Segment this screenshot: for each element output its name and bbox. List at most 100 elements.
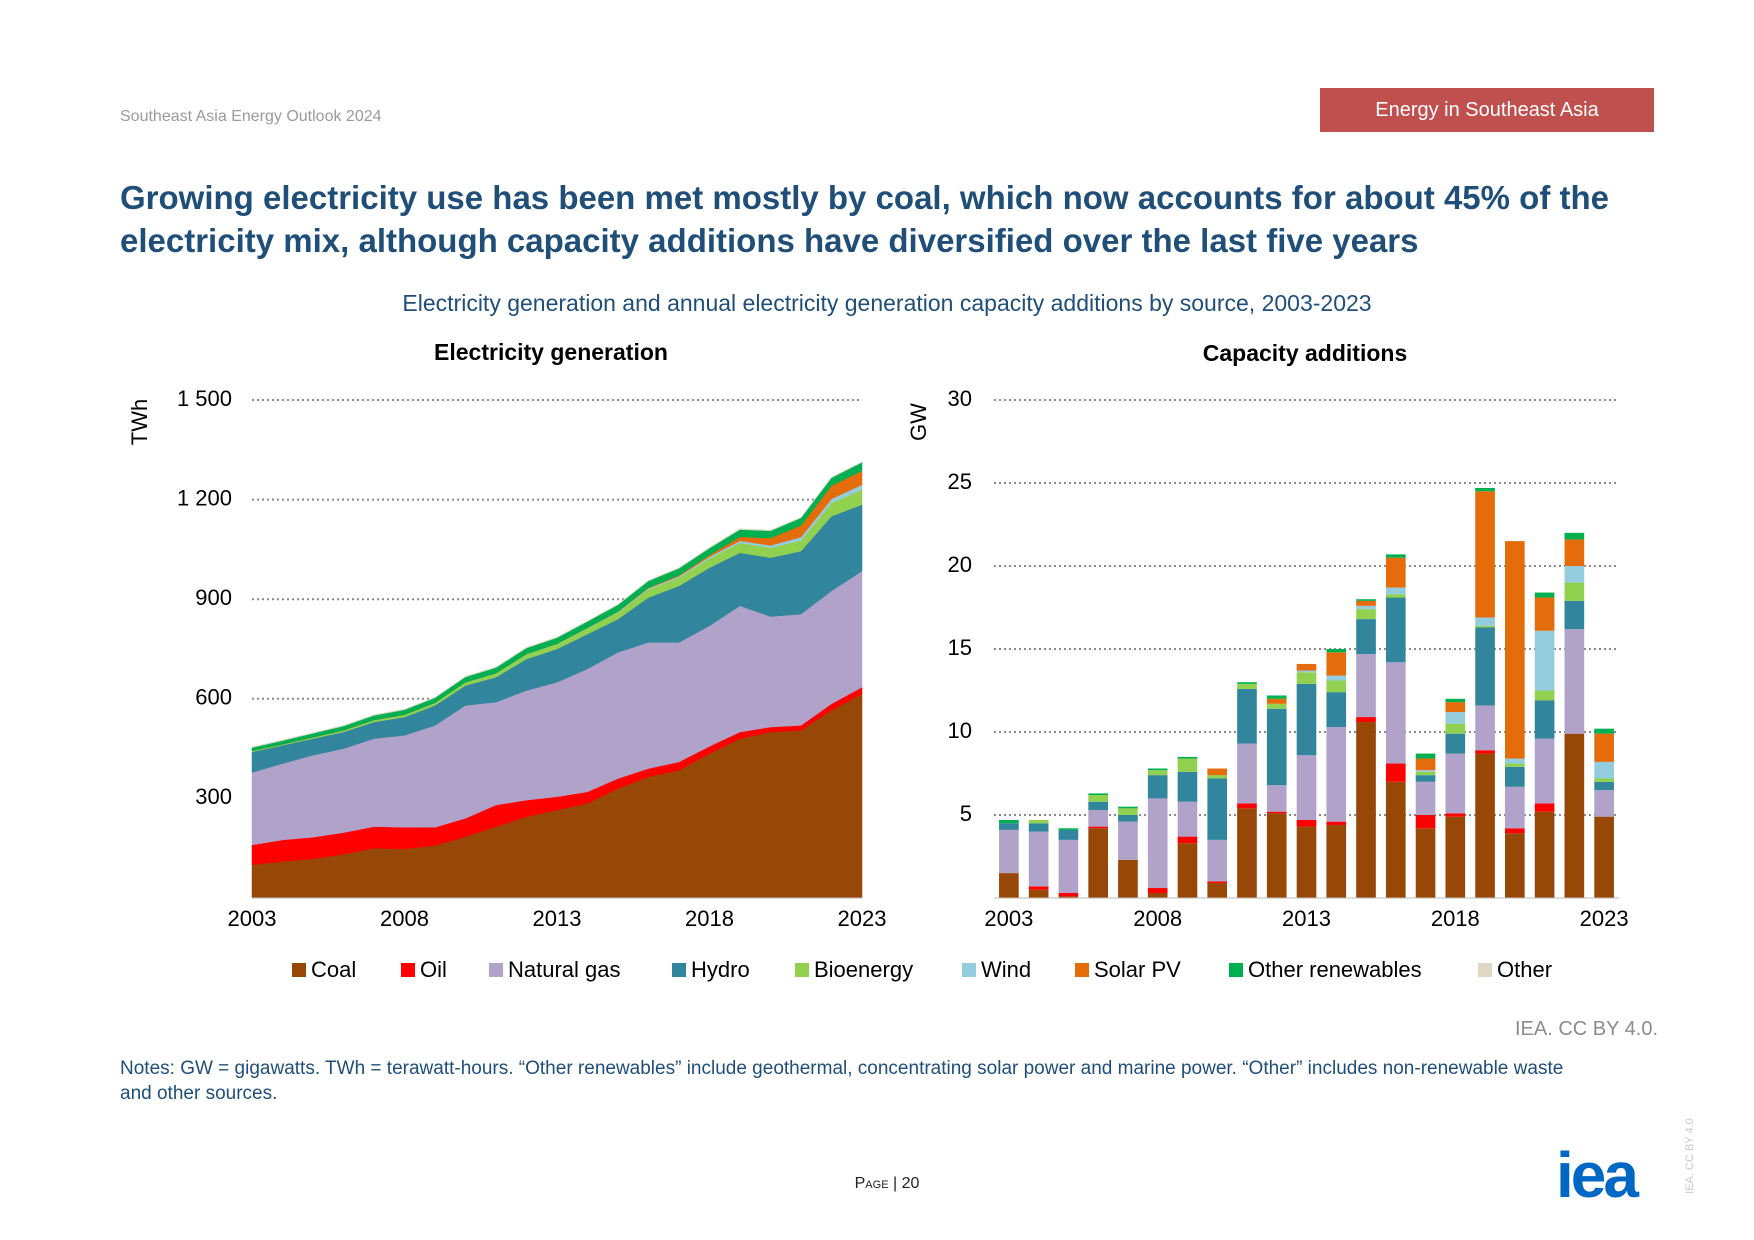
- legend-label: Solar PV: [1094, 957, 1181, 982]
- bar-segment: [1207, 883, 1228, 898]
- bar-segment: [1534, 592, 1555, 598]
- legend-label: Oil: [420, 957, 447, 982]
- bar-segment: [1147, 893, 1168, 898]
- bar-segment: [1475, 705, 1495, 751]
- bar-segment: [1415, 770, 1436, 772]
- bar-segment: [1296, 663, 1317, 671]
- bar-segment: [1266, 703, 1287, 709]
- page-number: Page | 20: [854, 1175, 920, 1192]
- bar-segment: [1445, 813, 1466, 817]
- legend-swatch: [401, 963, 415, 977]
- bar-segment: [1296, 683, 1317, 756]
- side-credit: IEA. CC BY 4.0: [1684, 1118, 1696, 1194]
- bar-segment: [1028, 886, 1049, 890]
- y-tick-label: 1 500: [177, 386, 232, 411]
- section-badge: Energy in Southeast Asia: [1320, 88, 1654, 132]
- bar-segment: [1058, 828, 1079, 830]
- bar-segment: [1594, 790, 1614, 817]
- bar-segment: [1445, 712, 1466, 724]
- bar-segment: [1088, 810, 1108, 827]
- x-tick-label: 2013: [533, 906, 582, 931]
- bar-segment: [1266, 698, 1287, 704]
- bar-segment: [1534, 597, 1555, 631]
- bar-segment: [1475, 753, 1495, 898]
- bar-segment: [1415, 781, 1436, 815]
- bar-segment: [1266, 695, 1287, 699]
- x-tick-label: 2023: [838, 906, 887, 931]
- bar-segment: [1534, 811, 1555, 898]
- y-tick-label: 300: [195, 784, 232, 809]
- bar-segment: [1237, 803, 1257, 809]
- bar-segment: [1147, 888, 1168, 894]
- x-tick-label: 2008: [380, 906, 429, 931]
- bar-segment: [1237, 808, 1257, 898]
- legend-swatch: [1075, 963, 1089, 977]
- y-tick-label: 15: [948, 635, 972, 660]
- bar-segment: [1594, 733, 1614, 762]
- y-tick-label: 20: [948, 552, 972, 577]
- bar-segment: [1564, 600, 1585, 630]
- bar-segment: [1356, 609, 1376, 620]
- bar-segment: [1415, 828, 1436, 898]
- bar-segment: [1296, 755, 1317, 820]
- legend-label: Other: [1497, 957, 1552, 982]
- x-tick-label: 2018: [1431, 906, 1480, 931]
- bar-segment: [1177, 843, 1198, 898]
- bar-segment: [1326, 727, 1347, 822]
- bar-segment: [1445, 702, 1466, 713]
- bar-segment: [1028, 819, 1049, 824]
- bar-segment: [1505, 833, 1525, 898]
- bar-segment: [1564, 733, 1585, 898]
- bar-segment: [1534, 803, 1555, 812]
- x-tick-label: 2018: [685, 906, 734, 931]
- bar-segment: [1356, 600, 1376, 606]
- legend-swatch: [1478, 963, 1492, 977]
- bar-segment: [1028, 831, 1049, 887]
- bar-segment: [1326, 652, 1347, 676]
- bar-segment: [1475, 491, 1495, 618]
- legend-label: Other renewables: [1248, 957, 1422, 982]
- bar-segment: [1505, 828, 1525, 834]
- bar-segment: [1594, 816, 1614, 898]
- y-tick-label: 10: [948, 718, 972, 743]
- y-tick-label: 25: [948, 469, 972, 494]
- bar-segment: [1266, 708, 1287, 786]
- bar-segment: [1118, 815, 1138, 822]
- bar-segment: [1356, 605, 1376, 610]
- bar-segment: [1356, 653, 1376, 718]
- bar-segment: [1266, 813, 1287, 898]
- bar-segment: [1266, 811, 1287, 814]
- bar-segment: [1296, 826, 1317, 898]
- bar-segment: [1594, 761, 1614, 779]
- bar-segment: [1177, 801, 1198, 837]
- bar-segment: [1326, 680, 1347, 693]
- bar-segment: [1028, 889, 1049, 898]
- chart-title: Capacity additions: [1203, 340, 1407, 366]
- bar-segment: [1356, 722, 1376, 898]
- bar-segment: [1385, 662, 1406, 764]
- bar-segment: [1505, 786, 1525, 829]
- bar-segment: [1564, 532, 1585, 540]
- bar-segment: [1564, 629, 1585, 734]
- bar-segment: [1415, 815, 1436, 829]
- credit: IEA. CC BY 4.0.: [1514, 1018, 1658, 1040]
- bar-segment: [1326, 649, 1347, 653]
- x-tick-label: 2023: [1580, 906, 1629, 931]
- y-axis-label: GW: [906, 403, 931, 441]
- legend-swatch: [672, 963, 686, 977]
- bar-segment: [1505, 758, 1525, 764]
- bar-segment: [1505, 763, 1525, 767]
- bar-segment: [1505, 541, 1525, 759]
- bar-segment: [1147, 768, 1168, 771]
- bar-segment: [1385, 587, 1406, 595]
- bar-segment: [999, 873, 1019, 898]
- bar-segment: [1088, 793, 1108, 796]
- bar-segment: [1356, 619, 1376, 654]
- bar-segment: [1326, 675, 1347, 681]
- bar-segment: [1564, 539, 1585, 566]
- bar-segment: [1594, 781, 1614, 791]
- bar-segment: [1028, 823, 1049, 832]
- bar-segment: [1207, 778, 1228, 840]
